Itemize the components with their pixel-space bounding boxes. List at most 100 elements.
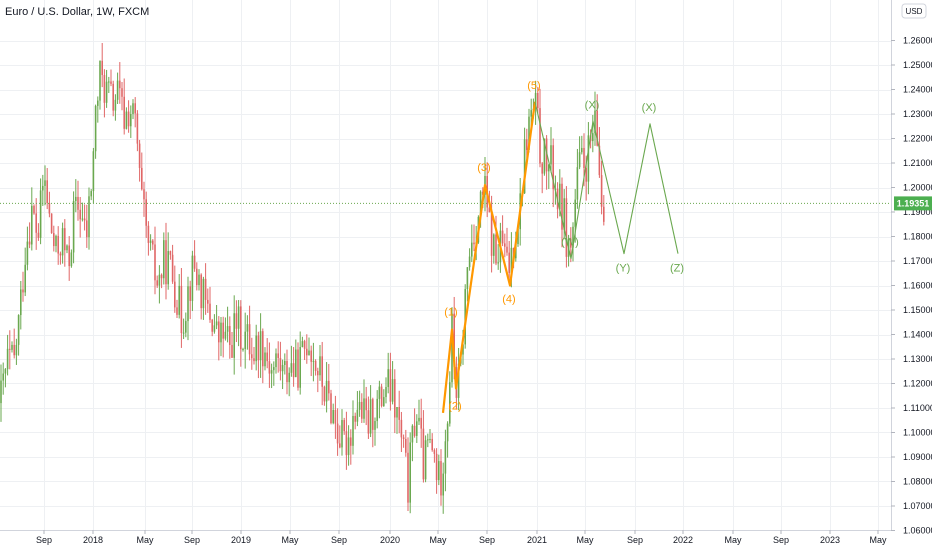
candle-up bbox=[213, 325, 216, 332]
grid bbox=[0, 0, 891, 531]
candle-down bbox=[196, 268, 198, 286]
candle-down bbox=[343, 420, 345, 432]
candle-up bbox=[301, 341, 304, 348]
price-tick-label: 1.18000 bbox=[903, 232, 932, 242]
candle-up bbox=[242, 349, 244, 351]
price-tick-label: 1.15000 bbox=[903, 305, 932, 315]
candle-down bbox=[240, 306, 242, 350]
candle-down bbox=[596, 110, 598, 146]
last-price-tag: 1.19351 bbox=[894, 196, 932, 211]
candle-up bbox=[587, 135, 590, 182]
candle-up bbox=[497, 262, 499, 264]
candle-down bbox=[251, 354, 253, 359]
currency-badge[interactable]: USD bbox=[901, 3, 927, 19]
candle-down bbox=[545, 138, 548, 172]
time-tick-label: Sep bbox=[184, 535, 200, 545]
candle-up bbox=[528, 116, 530, 150]
candle-up bbox=[20, 289, 22, 316]
candle-down bbox=[413, 425, 416, 436]
price-tick-label: 1.12000 bbox=[903, 379, 932, 389]
candle-up bbox=[358, 401, 361, 410]
candle-down bbox=[53, 233, 55, 247]
candle-down bbox=[303, 341, 306, 349]
candle-down bbox=[110, 81, 112, 84]
candle-down bbox=[336, 423, 339, 444]
candle-up bbox=[130, 114, 132, 127]
candle-up bbox=[319, 356, 321, 376]
candle-up bbox=[88, 196, 90, 238]
candle-up bbox=[224, 331, 227, 339]
last-price-tag-text: 1.19351 bbox=[897, 198, 930, 208]
candle-down bbox=[473, 242, 475, 245]
candle-up bbox=[244, 331, 246, 350]
candle-up bbox=[416, 421, 418, 436]
candle-up bbox=[0, 380, 2, 404]
candle-down bbox=[50, 213, 53, 234]
candle-down bbox=[407, 452, 409, 503]
correction-wave-line bbox=[534, 101, 679, 260]
candle-up bbox=[376, 398, 378, 422]
impulse-wave-label: (4) bbox=[502, 294, 515, 306]
candle-down bbox=[101, 60, 103, 76]
candle-down bbox=[345, 431, 348, 456]
price-axis[interactable]: 1.06000 1.07000 1.08000 1.09000 1.10000 1.110… bbox=[891, 36, 932, 536]
impulse-wave-label: (3) bbox=[477, 162, 490, 174]
price-tick-label: 1.26000 bbox=[903, 36, 932, 46]
time-tick-label: May bbox=[429, 535, 447, 545]
candle-up bbox=[178, 285, 180, 315]
candle-down bbox=[123, 96, 125, 129]
candle-up bbox=[387, 369, 389, 388]
candle-down bbox=[292, 363, 295, 378]
candle-down bbox=[600, 175, 603, 207]
correction-wave-label: (X) bbox=[642, 102, 657, 114]
candle-up bbox=[198, 274, 200, 286]
candle-up bbox=[332, 410, 334, 424]
candle-down bbox=[268, 361, 271, 374]
candle-up bbox=[515, 244, 517, 259]
candle-up bbox=[411, 425, 414, 443]
candle-up bbox=[466, 267, 469, 290]
candle-down bbox=[598, 145, 601, 176]
candle-up bbox=[341, 420, 343, 448]
candle-down bbox=[180, 285, 183, 334]
price-tick-label: 1.11000 bbox=[903, 403, 932, 413]
candle-down bbox=[365, 398, 367, 411]
price-tick-label: 1.09000 bbox=[903, 452, 932, 462]
candle-down bbox=[330, 393, 332, 424]
time-tick-label: May bbox=[724, 535, 742, 545]
candle-up bbox=[31, 205, 33, 245]
price-tick-label: 1.23000 bbox=[903, 109, 932, 119]
candle-down bbox=[495, 234, 497, 264]
time-tick-label: Sep bbox=[36, 535, 52, 545]
candle-up bbox=[471, 242, 473, 257]
candle-down bbox=[204, 278, 207, 300]
candle-down bbox=[552, 145, 554, 190]
candle-up bbox=[517, 229, 519, 245]
candle-up bbox=[255, 335, 257, 362]
time-tick-label: 2020 bbox=[380, 535, 400, 545]
candle-down bbox=[504, 243, 506, 247]
candle-up bbox=[581, 147, 583, 153]
candle-up bbox=[493, 234, 495, 256]
candle-up bbox=[39, 190, 42, 238]
candle-down bbox=[328, 380, 330, 394]
candle-down bbox=[433, 450, 436, 454]
time-axis[interactable]: Sep 2018 May Sep 2019 May Sep 2020 May Sep 2021 May… bbox=[36, 530, 887, 545]
candle-down bbox=[526, 139, 528, 150]
candle-up bbox=[149, 240, 152, 243]
candle-up bbox=[61, 228, 64, 256]
candle-up bbox=[308, 350, 310, 356]
candle-down bbox=[339, 443, 341, 448]
candle-up bbox=[15, 344, 18, 356]
candle-up bbox=[70, 252, 73, 267]
candle-down bbox=[154, 244, 156, 281]
price-tick-label: 1.08000 bbox=[903, 477, 932, 487]
candle-up bbox=[191, 255, 194, 301]
candle-up bbox=[72, 201, 75, 253]
candle-up bbox=[202, 278, 205, 309]
candle-down bbox=[22, 289, 24, 293]
candle-down bbox=[127, 111, 130, 127]
candle-down bbox=[488, 207, 491, 213]
candle-up bbox=[273, 367, 275, 371]
